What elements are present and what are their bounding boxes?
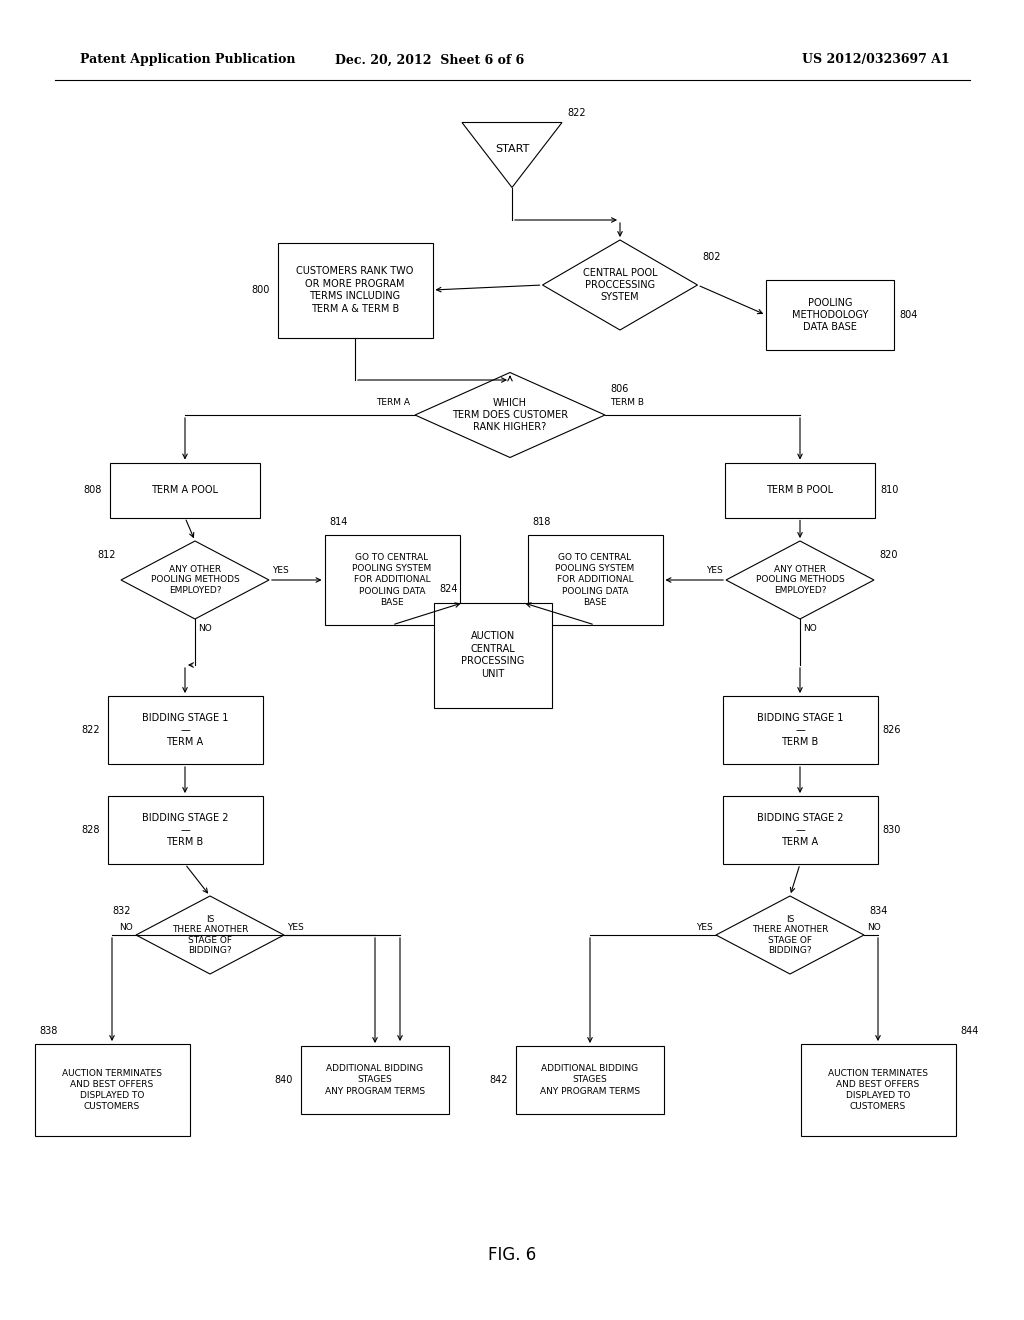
Text: 842: 842: [489, 1074, 508, 1085]
Bar: [766, 280, 894, 350]
Text: WHICH
TERM DOES CUSTOMER
RANK HIGHER?: WHICH TERM DOES CUSTOMER RANK HIGHER?: [452, 399, 568, 432]
Text: ADDITIONAL BIDDING
STAGES
ANY PROGRAM TERMS: ADDITIONAL BIDDING STAGES ANY PROGRAM TE…: [540, 1064, 640, 1096]
Text: 804: 804: [899, 310, 918, 319]
Text: YES: YES: [287, 923, 304, 932]
Text: YES: YES: [272, 566, 289, 576]
Text: YES: YES: [707, 566, 723, 576]
Text: AUCTION TERMINATES
AND BEST OFFERS
DISPLAYED TO
CUSTOMERS: AUCTION TERMINATES AND BEST OFFERS DISPL…: [62, 1069, 162, 1111]
Text: 824: 824: [439, 585, 458, 594]
Bar: [278, 243, 432, 338]
Text: 812: 812: [97, 550, 116, 561]
Text: FIG. 6: FIG. 6: [487, 1246, 537, 1265]
Text: TERM B: TERM B: [610, 399, 644, 407]
Bar: [723, 796, 878, 865]
Text: GO TO CENTRAL
POOLING SYSTEM
FOR ADDITIONAL
POOLING DATA
BASE: GO TO CENTRAL POOLING SYSTEM FOR ADDITIO…: [555, 553, 635, 607]
Text: IS
THERE ANOTHER
STAGE OF
BIDDING?: IS THERE ANOTHER STAGE OF BIDDING?: [172, 915, 248, 956]
Text: NO: NO: [803, 624, 817, 634]
Text: NO: NO: [198, 624, 212, 634]
Polygon shape: [136, 896, 284, 974]
Text: ADDITIONAL BIDDING
STAGES
ANY PROGRAM TERMS: ADDITIONAL BIDDING STAGES ANY PROGRAM TE…: [325, 1064, 425, 1096]
Text: BIDDING STAGE 2
—
TERM B: BIDDING STAGE 2 — TERM B: [141, 813, 228, 847]
Text: TERM A POOL: TERM A POOL: [152, 484, 218, 495]
Text: 844: 844: [961, 1026, 979, 1036]
Text: BIDDING STAGE 1
—
TERM B: BIDDING STAGE 1 — TERM B: [757, 713, 843, 747]
Bar: [725, 462, 874, 517]
Text: 830: 830: [883, 825, 901, 836]
Text: ANY OTHER
POOLING METHODS
EMPLOYED?: ANY OTHER POOLING METHODS EMPLOYED?: [756, 565, 845, 595]
Text: 808: 808: [84, 484, 102, 495]
Text: START: START: [495, 144, 529, 153]
Text: TERM B POOL: TERM B POOL: [766, 484, 834, 495]
Text: IS
THERE ANOTHER
STAGE OF
BIDDING?: IS THERE ANOTHER STAGE OF BIDDING?: [752, 915, 828, 956]
Bar: [516, 1045, 664, 1114]
Text: 832: 832: [113, 906, 131, 916]
Text: 814: 814: [330, 517, 348, 527]
Bar: [108, 796, 262, 865]
Text: TERM A: TERM A: [376, 399, 410, 407]
Polygon shape: [462, 123, 562, 187]
Text: 838: 838: [40, 1026, 58, 1036]
Text: 834: 834: [869, 906, 888, 916]
Text: NO: NO: [119, 923, 133, 932]
Text: GO TO CENTRAL
POOLING SYSTEM
FOR ADDITIONAL
POOLING DATA
BASE: GO TO CENTRAL POOLING SYSTEM FOR ADDITIO…: [352, 553, 432, 607]
Text: Patent Application Publication: Patent Application Publication: [80, 54, 296, 66]
Text: 810: 810: [880, 484, 898, 495]
Text: 826: 826: [883, 725, 901, 735]
Text: POOLING
METHODOLOGY
DATA BASE: POOLING METHODOLOGY DATA BASE: [792, 297, 868, 333]
Bar: [723, 696, 878, 764]
Polygon shape: [716, 896, 864, 974]
Text: ANY OTHER
POOLING METHODS
EMPLOYED?: ANY OTHER POOLING METHODS EMPLOYED?: [151, 565, 240, 595]
Text: 822: 822: [81, 725, 99, 735]
Text: 802: 802: [702, 252, 721, 263]
Bar: [801, 1044, 955, 1137]
Bar: [527, 535, 663, 624]
Text: 818: 818: [532, 517, 551, 527]
Text: CUSTOMERS RANK TWO
OR MORE PROGRAM
TERMS INCLUDING
TERM A & TERM B: CUSTOMERS RANK TWO OR MORE PROGRAM TERMS…: [296, 267, 414, 314]
Text: 822: 822: [567, 107, 586, 117]
Bar: [434, 602, 552, 708]
Bar: [325, 535, 460, 624]
Polygon shape: [121, 541, 269, 619]
Text: BIDDING STAGE 2
—
TERM A: BIDDING STAGE 2 — TERM A: [757, 813, 843, 847]
Text: 840: 840: [274, 1074, 293, 1085]
Bar: [301, 1045, 449, 1114]
Text: NO: NO: [867, 923, 881, 932]
Polygon shape: [543, 240, 697, 330]
Text: BIDDING STAGE 1
—
TERM A: BIDDING STAGE 1 — TERM A: [141, 713, 228, 747]
Text: AUCTION TERMINATES
AND BEST OFFERS
DISPLAYED TO
CUSTOMERS: AUCTION TERMINATES AND BEST OFFERS DISPL…: [828, 1069, 928, 1111]
Text: CENTRAL POOL
PROCCESSING
SYSTEM: CENTRAL POOL PROCCESSING SYSTEM: [583, 268, 657, 301]
Text: US 2012/0323697 A1: US 2012/0323697 A1: [802, 54, 950, 66]
Bar: [35, 1044, 189, 1137]
Text: 820: 820: [879, 550, 897, 561]
Text: 806: 806: [610, 384, 629, 393]
Bar: [108, 696, 262, 764]
Text: AUCTION
CENTRAL
PROCESSING
UNIT: AUCTION CENTRAL PROCESSING UNIT: [462, 631, 524, 678]
Text: YES: YES: [696, 923, 713, 932]
Polygon shape: [726, 541, 874, 619]
Polygon shape: [415, 372, 605, 458]
Bar: [110, 462, 260, 517]
Text: 800: 800: [251, 285, 269, 294]
Text: 828: 828: [81, 825, 99, 836]
Text: Dec. 20, 2012  Sheet 6 of 6: Dec. 20, 2012 Sheet 6 of 6: [336, 54, 524, 66]
